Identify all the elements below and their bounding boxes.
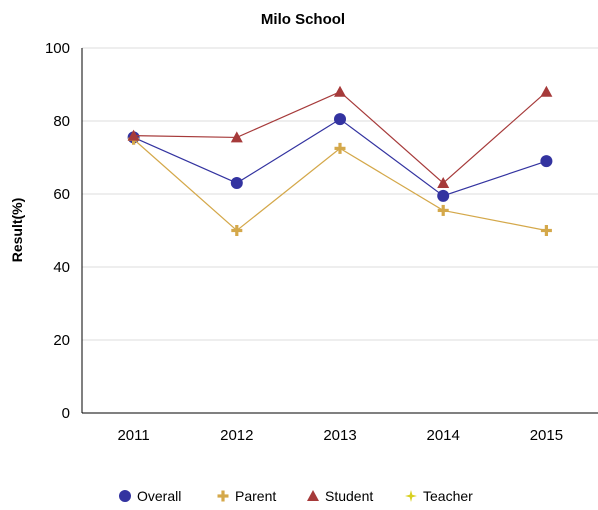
x-tick-label: 2012 <box>220 427 253 444</box>
data-point-overall <box>230 177 243 190</box>
series-student <box>127 85 553 189</box>
x-tick-label: 2014 <box>427 427 460 444</box>
y-tick-label: 40 <box>53 259 70 276</box>
legend-label-student: Student <box>325 488 373 504</box>
legend-marker-parent <box>217 490 229 502</box>
data-point-student <box>334 85 346 97</box>
y-tick-label: 80 <box>53 113 70 130</box>
y-tick-label: 60 <box>53 186 70 203</box>
data-point-parent <box>334 142 346 154</box>
axes: 0 20 40 60 80 100 2011 2012 2013 2014 2015 <box>45 40 598 444</box>
series-overall <box>127 113 553 202</box>
y-tick-label: 0 <box>62 405 70 422</box>
data-point-parent <box>231 225 243 236</box>
x-tick-label: 2013 <box>323 427 356 444</box>
data-point-overall <box>437 189 450 202</box>
legend: Overall Parent Student Teacher <box>119 488 473 504</box>
chart-title: Milo School <box>261 11 345 28</box>
data-point-parent <box>540 225 552 236</box>
legend-item-teacher: Teacher <box>405 488 473 504</box>
legend-marker-student <box>307 490 319 501</box>
series-parent <box>128 133 552 236</box>
series-line-student <box>133 91 547 184</box>
data-point-overall <box>540 155 553 168</box>
legend-marker-overall <box>119 490 131 502</box>
legend-label-teacher: Teacher <box>423 488 473 504</box>
legend-item-student: Student <box>307 488 373 504</box>
x-tick-label: 2011 <box>117 427 149 444</box>
legend-item-overall: Overall <box>119 488 181 504</box>
legend-label-parent: Parent <box>235 488 276 504</box>
legend-item-parent: Parent <box>217 488 276 504</box>
y-axis-label: Result(%) <box>9 198 25 263</box>
x-tick-label: 2015 <box>530 427 563 444</box>
data-point-student <box>540 85 553 97</box>
legend-marker-teacher <box>405 490 417 502</box>
data-point-student <box>230 131 243 143</box>
data-point-overall <box>334 113 346 126</box>
data-point-parent <box>437 204 449 216</box>
legend-label-overall: Overall <box>137 488 181 504</box>
series <box>127 85 553 236</box>
y-tick-label: 20 <box>53 332 70 349</box>
series-line-overall <box>133 118 547 197</box>
grid <box>82 47 598 341</box>
y-tick-label: 100 <box>45 40 70 57</box>
data-point-student <box>437 177 450 189</box>
data-point-student <box>127 129 140 141</box>
